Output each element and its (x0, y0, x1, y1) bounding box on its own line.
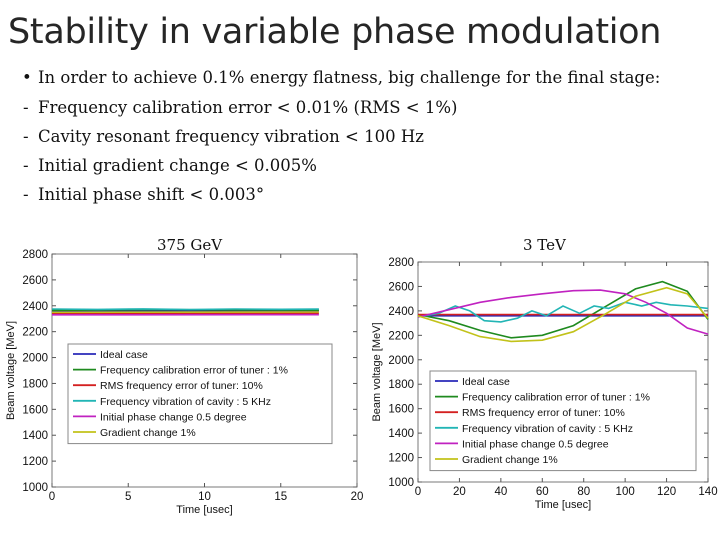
y-tick-label: 2600 (388, 281, 414, 293)
legend: Ideal case Frequency calibration error of… (429, 370, 697, 472)
legend-label-2: RMS frequency error of tuner: 10% (462, 407, 625, 419)
dash-marker: - (23, 98, 29, 117)
x-tick-label: 120 (657, 486, 676, 498)
series-line-1 (417, 280, 709, 339)
x-tick-label: 40 (494, 486, 507, 498)
y-tick-label: 1000 (388, 477, 414, 489)
sub-item-text: Frequency calibration error < 0.01% (RMS… (38, 98, 458, 117)
sub-item-text: Initial phase shift < 0.003° (38, 185, 265, 204)
y-tick-label: 2800 (388, 257, 414, 269)
x-tick-label: 60 (536, 486, 549, 498)
chart-375gev: 1000 1200 1400 1600 1800 2000 2200 2400 2600 2800… (5, 249, 364, 516)
x-tick-label: 0 (49, 491, 55, 503)
y-tick-label: 1000 (22, 482, 48, 494)
slide-title: Stability in variable phase modulation (8, 12, 662, 52)
y-tick-label: 2400 (388, 306, 414, 318)
legend-label-1: Frequency calibration error of tuner : 1… (100, 365, 288, 377)
y-tick-label: 2400 (22, 301, 48, 313)
x-tick-label: 80 (577, 486, 590, 498)
legend-label-5: Gradient change 1% (462, 454, 558, 466)
legend-label-5: Gradient change 1% (100, 427, 196, 439)
x-tick-label: 20 (351, 491, 364, 503)
y-tick-label: 2200 (22, 327, 48, 339)
y-tick-label: 2000 (388, 355, 414, 367)
x-tick-label: 0 (415, 486, 421, 498)
x-tick-label: 20 (453, 486, 466, 498)
sub-item-3: - Initial phase shift < 0.003° (20, 180, 710, 209)
x-tick-label: 10 (198, 491, 211, 503)
bullet-dot: • (22, 68, 32, 87)
x-tick-label: 5 (125, 491, 131, 503)
chart-right-caption: 3 TeV (523, 236, 566, 254)
y-tick-label: 1200 (22, 456, 48, 468)
legend-label-3: Frequency vibration of cavity : 5 KHz (462, 423, 633, 435)
y-axis-label: Beam voltage [MeV] (5, 321, 17, 420)
chart-3tev: 1000120014001600180020002200240026002800… (371, 257, 718, 511)
y-axis-label: Beam voltage [MeV] (371, 322, 383, 421)
series-line-3 (417, 301, 709, 323)
y-tick-label: 2200 (388, 330, 414, 342)
sub-item-text: Cavity resonant frequency vibration < 10… (38, 127, 424, 146)
dash-marker: - (23, 185, 29, 204)
y-tick-label: 1400 (22, 430, 48, 442)
series-line-3 (51, 308, 319, 311)
legend-label-4: Initial phase change 0.5 degree (100, 411, 247, 423)
sub-item-0: - Frequency calibration error < 0.01% (RM… (20, 93, 710, 122)
x-axis-label: Time [usec] (176, 504, 232, 516)
x-tick-label: 140 (698, 486, 717, 498)
y-tick-label: 1200 (388, 453, 414, 465)
x-axis-label: Time [usec] (535, 499, 591, 511)
sub-item-1: - Cavity resonant frequency vibration < 1… (20, 122, 710, 151)
legend-label-3: Frequency vibration of cavity : 5 KHz (100, 396, 271, 408)
legend-box (429, 370, 697, 472)
x-tick-label: 15 (274, 491, 287, 503)
legend: Ideal case Frequency calibration error of… (67, 343, 333, 445)
y-tick-label: 1600 (22, 404, 48, 416)
y-tick-label: 2600 (22, 275, 48, 287)
sub-item-2: - Initial gradient change < 0.005% (20, 151, 710, 180)
y-tick-label: 1800 (388, 379, 414, 391)
chart-left-caption: 375 GeV (157, 236, 223, 254)
sub-item-text: Initial gradient change < 0.005% (38, 156, 317, 175)
dash-marker: - (23, 127, 29, 146)
legend-label-1: Frequency calibration error of tuner : 1… (462, 392, 650, 404)
legend-box (67, 343, 333, 445)
series-line-4 (417, 289, 709, 335)
main-bullet: • In order to achieve 0.1% energy flatne… (20, 66, 710, 89)
legend-label-0: Ideal case (100, 349, 148, 361)
bullet-list: • In order to achieve 0.1% energy flatne… (20, 66, 710, 209)
main-bullet-text: In order to achieve 0.1% energy flatness… (38, 68, 661, 87)
legend-label-4: Initial phase change 0.5 degree (462, 438, 609, 450)
y-tick-label: 2800 (22, 249, 48, 261)
y-tick-label: 1600 (388, 404, 414, 416)
series-line-5 (417, 286, 709, 343)
legend-label-0: Ideal case (462, 376, 510, 388)
x-tick-label: 100 (616, 486, 635, 498)
legend-label-2: RMS frequency error of tuner: 10% (100, 380, 263, 392)
dash-marker: - (23, 156, 29, 175)
y-tick-label: 1400 (388, 428, 414, 440)
y-tick-label: 2000 (22, 353, 48, 365)
y-tick-label: 1800 (22, 378, 48, 390)
